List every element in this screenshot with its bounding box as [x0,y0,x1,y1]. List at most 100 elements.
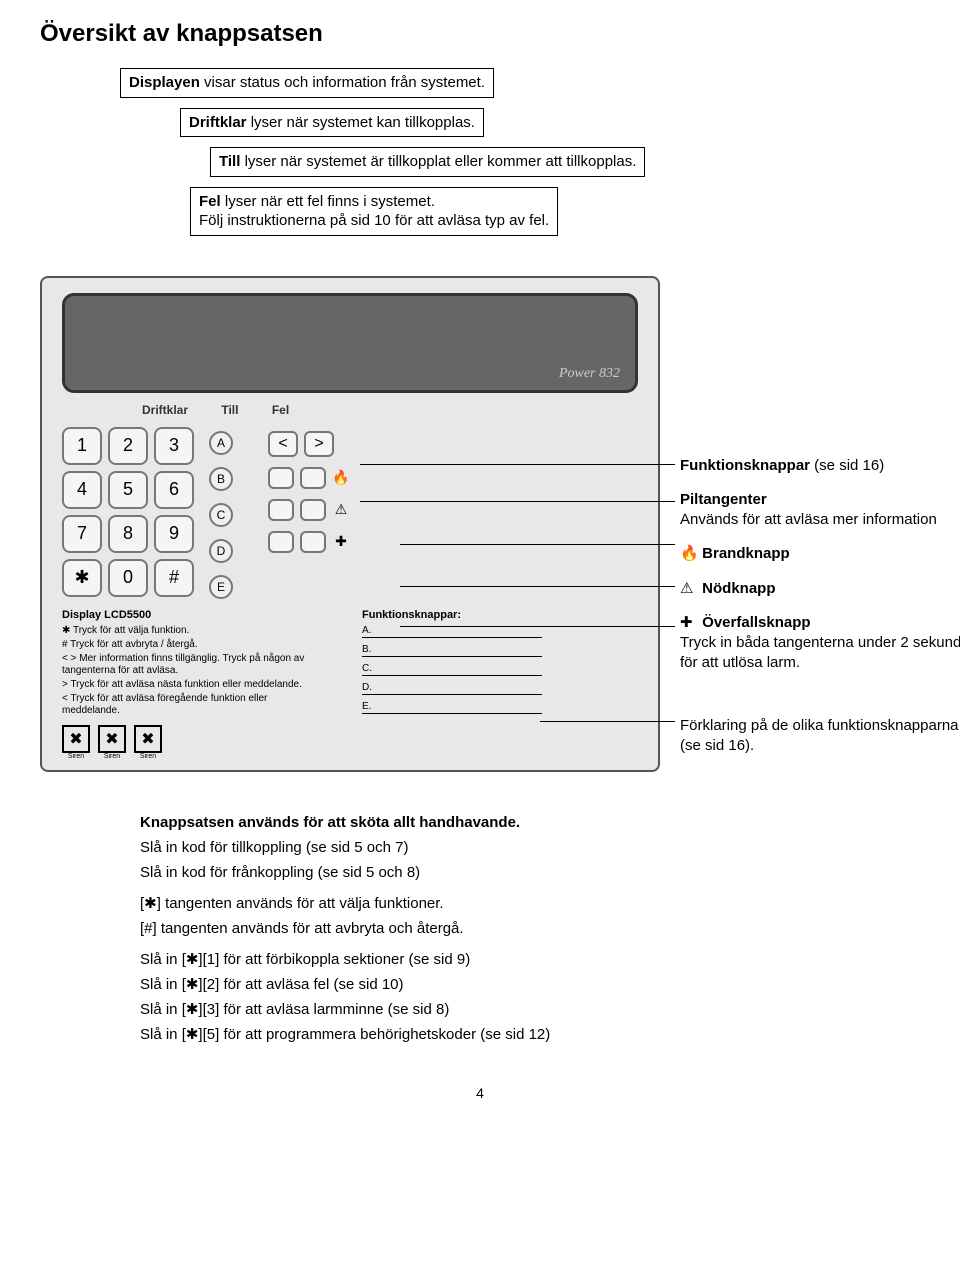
emergency-column: < > 🔥 ⚠ ✚ [268,431,350,599]
lcd-brand-label: Power 832 [559,366,620,382]
shield-icon-ann: ✚ [680,613,698,633]
ann-funktionsknappar: Funktionsknappar (se sid 16) [680,456,960,476]
func-key-e[interactable]: E [209,575,233,599]
ann-overfall-text: Tryck in båda tangenterna under 2 sekund… [680,634,960,671]
key-4[interactable]: 4 [62,471,102,509]
key-0[interactable]: 0 [108,559,148,597]
bottom-p3: [✱] tangenten används för att välja funk… [140,893,920,914]
fk-line-c: C. [362,663,542,676]
leader-line-3 [400,544,675,545]
func-key-a[interactable]: A [209,431,233,455]
ann-overfallsknapp: ✚ Överfallsknapp Tryck in båda tangenter… [680,613,960,674]
bottom-heading: Knappsatsen används för att sköta allt h… [140,812,920,833]
device-container: Power 832 Driftklar Till Fel 1 2 3 4 5 6… [40,276,920,772]
function-key-labels: Funktionsknappar: A. B. C. D. E. [362,609,542,760]
fk-line-d: D. [362,682,542,695]
keypad-body: 1 2 3 4 5 6 7 8 9 ✱ 0 # A B C D E [42,427,658,599]
func-key-c[interactable]: C [209,503,233,527]
bottom-p1: Slå in kod för tillkoppling (se sid 5 oc… [140,837,920,858]
callout-driftklar-text: lyser när systemet kan tillkopplas. [247,114,475,131]
emergency-button-left[interactable] [268,499,294,521]
leader-line-1 [360,464,675,465]
panic-button-right[interactable] [300,531,326,553]
key-6[interactable]: 6 [154,471,194,509]
key-9[interactable]: 9 [154,515,194,553]
shield-icon: ✚ [332,533,350,550]
ann-overfall-label: Överfallsknapp [698,614,811,631]
callout-display: Displayen visar status och information f… [120,68,494,98]
key-hash[interactable]: # [154,559,194,597]
siren-icons-row: ✖ Siren ✖ Siren ✖ Siren [62,725,322,760]
led-fel: Fel [272,403,289,417]
fire-button-left[interactable] [268,467,294,489]
ann-piltangenter: Piltangenter Används för att avläsa mer … [680,490,960,531]
ann-fk-rest: (se sid 16) [810,457,884,474]
key-1[interactable]: 1 [62,427,102,465]
bottom-p4: [#] tangenten används för att avbryta oc… [140,918,920,939]
function-key-column: A B C D E [209,431,233,599]
bottom-section: Knappsatsen används för att sköta allt h… [140,812,920,1045]
bottom-p8: Slå in [✱][5] för att programmera behöri… [140,1024,920,1045]
callout-fel-bold: Fel [199,193,221,210]
key-star[interactable]: ✱ [62,559,102,597]
warning-icon: ⚠ [332,501,350,518]
numpad: 1 2 3 4 5 6 7 8 9 ✱ 0 # [62,427,194,599]
bottom-p5: Slå in [✱][1] för att förbikoppla sektio… [140,949,920,970]
key-2[interactable]: 2 [108,427,148,465]
callout-till-text: lyser när systemet är tillkopplat eller … [240,153,636,170]
instr-line-3: < > Mer information finns tillgänglig. T… [62,653,322,677]
key-7[interactable]: 7 [62,515,102,553]
ann-pil-bold: Piltangenter [680,491,767,508]
warning-icon-ann: ⚠ [680,579,698,599]
lcd-screen: Power 832 [62,293,638,393]
key-8[interactable]: 8 [108,515,148,553]
siren-icon-3: ✖ [134,725,162,753]
bottom-p7: Slå in [✱][3] för att avläsa larmminne (… [140,999,920,1020]
callout-display-text: visar status och information från system… [200,74,485,91]
ann-fk-bold: Funktionsknappar [680,457,810,474]
fk-line-e: E. [362,701,542,714]
instr-line-2: # Tryck för att avbryta / återgå. [62,639,322,651]
led-till: Till [221,403,238,417]
led-row: Driftklar Till Fel [142,403,658,417]
panic-button-left[interactable] [268,531,294,553]
ann-brand-label: Brandknapp [698,545,790,562]
page-title: Översikt av knappsatsen [40,20,920,48]
callout-till-bold: Till [219,153,240,170]
ann-forklaring: Förklaring på de olika funktionsknapparn… [680,716,960,757]
ann-brandknapp: 🔥 Brandknapp [680,544,960,564]
page-number: 4 [40,1085,920,1101]
display-model-title: Display LCD5500 [62,609,322,621]
instr-line-5: < Tryck för att avläsa föregående funkti… [62,693,322,717]
fk-line-b: B. [362,644,542,657]
fire-button-right[interactable] [300,467,326,489]
func-key-b[interactable]: B [209,467,233,491]
leader-line-4 [400,586,675,587]
lower-instruction-panel: Display LCD5500 ✱ Tryck för att välja fu… [42,599,658,760]
siren-label-2: Siren [98,753,126,760]
ann-nodknapp: ⚠ Nödknapp [680,579,960,599]
callout-stack: Displayen visar status och information f… [120,68,920,246]
arrow-left-button[interactable]: < [268,431,298,457]
fire-icon-ann: 🔥 [680,544,698,564]
func-key-d[interactable]: D [209,539,233,563]
siren-icon-2: ✖ [98,725,126,753]
callout-till: Till lyser när systemet är tillkopplat e… [210,147,645,177]
led-driftklar: Driftklar [142,403,188,417]
instr-line-4: > Tryck för att avläsa nästa funktion el… [62,679,322,691]
leader-line-2 [360,501,675,502]
callout-fel-text1: lyser när ett fel finns i systemet. [221,193,435,210]
side-annotations: Funktionsknappar (se sid 16) Piltangente… [680,456,960,688]
key-3[interactable]: 3 [154,427,194,465]
emergency-button-right[interactable] [300,499,326,521]
siren-icon-1: ✖ [62,725,90,753]
fk-title: Funktionsknappar: [362,609,542,621]
key-5[interactable]: 5 [108,471,148,509]
bottom-p2: Slå in kod för frånkoppling (se sid 5 oc… [140,862,920,883]
siren-label-3: Siren [134,753,162,760]
callout-fel: Fel lyser när ett fel finns i systemet. … [190,187,558,236]
siren-label-1: Siren [62,753,90,760]
ann-pil-text: Används för att avläsa mer information [680,511,937,528]
fire-icon: 🔥 [332,469,350,486]
arrow-right-button[interactable]: > [304,431,334,457]
